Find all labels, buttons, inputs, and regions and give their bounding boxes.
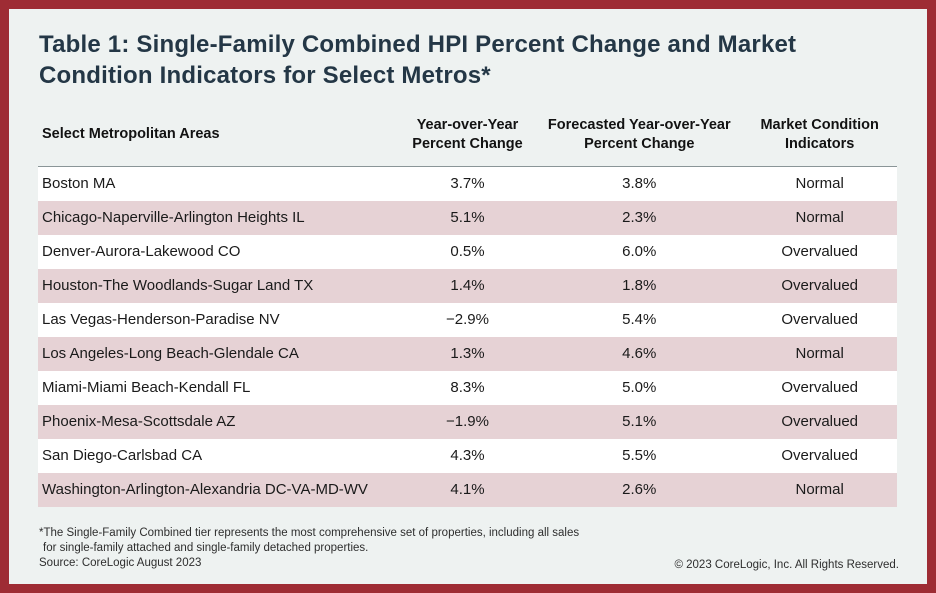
footnote-line2: for single-family attached and single-fa… (43, 542, 369, 555)
header-row: Select Metropolitan Areas Year-over-Year… (38, 108, 897, 167)
footnote-line1: *The Single-Family Combined tier represe… (39, 527, 580, 540)
condition-value: Normal (795, 481, 844, 499)
copyright: © 2023 CoreLogic, Inc. All Rights Reserv… (674, 559, 899, 571)
condition-value: Overvalued (781, 311, 859, 329)
condition-value: Overvalued (781, 379, 859, 397)
condition-value: Normal (795, 175, 844, 193)
yoy-value: 4.3% (450, 447, 485, 465)
header-metro-areas: Select Metropolitan Areas (38, 108, 399, 167)
metro-name: Los Angeles-Long Beach-Glendale CA (42, 345, 299, 363)
forecast-value: 5.1% (622, 413, 657, 431)
metro-name: Washington-Arlington-Alexandria DC-VA-MD… (42, 481, 368, 499)
metro-name: Miami-Miami Beach-Kendall FL (42, 379, 251, 397)
yoy-value: 5.1% (450, 209, 485, 227)
table-row: Chicago-Naperville-Arlington Heights IL … (38, 200, 897, 235)
metro-name: Chicago-Naperville-Arlington Heights IL (42, 209, 305, 227)
table-row: Boston MA 3.7% 3.8% Normal (38, 166, 897, 201)
metro-name: Phoenix-Mesa-Scottsdale AZ (42, 413, 236, 431)
table-row: Phoenix-Mesa-Scottsdale AZ −1.9% 5.1% Ov… (38, 404, 897, 439)
footnote-block: *The Single-Family Combined tier represe… (39, 526, 579, 571)
forecast-value: 5.4% (622, 311, 657, 329)
metro-name: Denver-Aurora-Lakewood CO (42, 243, 241, 261)
condition-value: Normal (795, 345, 844, 363)
forecast-value: 3.8% (622, 175, 657, 193)
yoy-value: −2.9% (446, 311, 489, 329)
header-market-condition: Market Condition Indicators (742, 108, 897, 167)
forecast-value: 4.6% (622, 345, 657, 363)
table-row: Miami-Miami Beach-Kendall FL 8.3% 5.0% O… (38, 370, 897, 405)
table-row: Denver-Aurora-Lakewood CO 0.5% 6.0% Over… (38, 234, 897, 269)
table-row: Las Vegas-Henderson-Paradise NV −2.9% 5.… (38, 302, 897, 337)
header-yoy-change: Year-over-Year Percent Change (398, 108, 537, 167)
yoy-value: −1.9% (446, 413, 489, 431)
condition-value: Overvalued (781, 277, 859, 295)
metro-name: Las Vegas-Henderson-Paradise NV (42, 311, 280, 329)
yoy-value: 8.3% (450, 379, 485, 397)
table-title: Table 1: Single-Family Combined HPI Perc… (39, 31, 797, 90)
metro-name: San Diego-Carlsbad CA (42, 447, 203, 465)
forecast-value: 6.0% (622, 243, 657, 261)
table-row: Washington-Arlington-Alexandria DC-VA-MD… (38, 472, 897, 507)
hpi-table: Select Metropolitan Areas Year-over-Year… (38, 108, 897, 507)
forecast-value: 2.6% (622, 481, 657, 499)
forecast-value: 5.5% (622, 447, 657, 465)
forecast-value: 2.3% (622, 209, 657, 227)
metro-name: Houston-The Woodlands-Sugar Land TX (42, 277, 314, 295)
header-forecast-change: Forecasted Year-over-Year Percent Change (536, 108, 743, 167)
table-row: Houston-The Woodlands-Sugar Land TX 1.4%… (38, 268, 897, 303)
metro-name: Boston MA (42, 175, 116, 193)
condition-value: Normal (795, 209, 844, 227)
condition-value: Overvalued (781, 413, 859, 431)
condition-value: Overvalued (781, 447, 859, 465)
forecast-value: 5.0% (622, 379, 657, 397)
source-line: Source: CoreLogic August 2023 (39, 557, 202, 570)
condition-value: Overvalued (781, 243, 859, 261)
yoy-value: 0.5% (450, 243, 485, 261)
forecast-value: 1.8% (622, 277, 657, 295)
yoy-value: 1.3% (450, 345, 485, 363)
table-row: Los Angeles-Long Beach-Glendale CA 1.3% … (38, 336, 897, 371)
yoy-value: 1.4% (450, 277, 485, 295)
yoy-value: 4.1% (450, 481, 485, 499)
footer: *The Single-Family Combined tier represe… (39, 526, 899, 571)
table-row: San Diego-Carlsbad CA 4.3% 5.5% Overvalu… (38, 438, 897, 473)
yoy-value: 3.7% (450, 175, 485, 193)
